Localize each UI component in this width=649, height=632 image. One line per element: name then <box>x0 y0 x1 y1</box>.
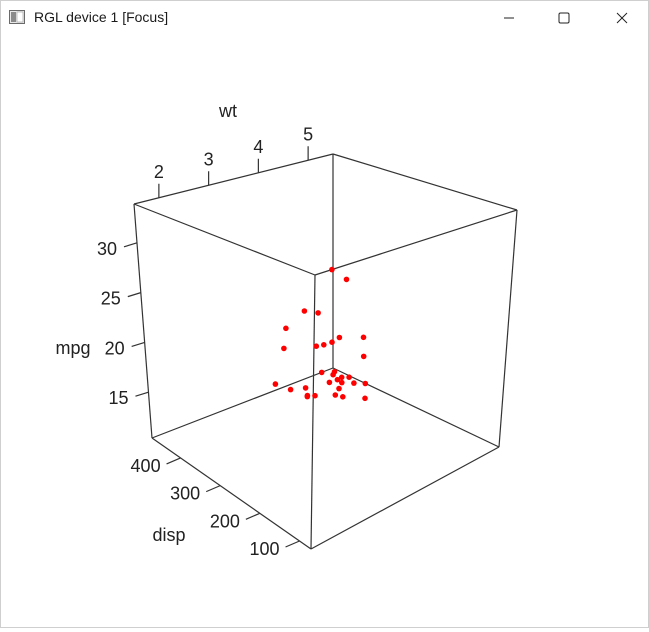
minimize-button[interactable] <box>486 1 532 35</box>
maximize-button[interactable] <box>541 1 587 35</box>
data-point-19 <box>329 266 335 273</box>
data-point-10 <box>362 395 368 402</box>
window-title: RGL device 1 [Focus] <box>34 9 169 25</box>
scatter-3d-plot[interactable]: 2 3 4 5 15 20 25 30 100 200 300 400 wt mpg disp <box>1 35 648 627</box>
box-edge-000-100 <box>310 446 500 550</box>
mpg-axis-title: mpg <box>55 338 90 358</box>
data-point-23 <box>304 393 311 400</box>
data-point-13 <box>332 392 339 398</box>
close-button[interactable] <box>599 1 645 35</box>
mpg-axis-tick-label-30: 30 <box>97 239 117 259</box>
mpg-axis-tick-25 <box>127 292 141 298</box>
mpg-axis-tick-label-25: 25 <box>101 289 121 309</box>
data-point-15 <box>331 368 338 375</box>
box-edge-010-011 <box>133 203 316 276</box>
box-edge-011-111 <box>133 153 334 205</box>
data-point-25 <box>329 339 335 346</box>
data-point-6 <box>287 386 294 393</box>
data-point-14 <box>318 369 325 376</box>
wt-axis-tick-label-2: 2 <box>154 162 164 182</box>
disp-axis-tick-label-400: 400 <box>131 456 161 476</box>
disp-axis-tick-label-100: 100 <box>249 539 279 559</box>
box-edge-001-011 <box>133 203 153 439</box>
data-point-3 <box>313 343 320 350</box>
wt-axis-tick-label-4: 4 <box>253 137 263 157</box>
wt-axis-tick-label-3: 3 <box>204 149 214 169</box>
disp-axis-tick-200 <box>245 512 261 520</box>
data-point-17 <box>343 276 350 283</box>
minimize-icon <box>504 17 514 19</box>
data-point-29 <box>340 394 346 400</box>
box-edge-100-101 <box>332 367 500 448</box>
data-point-27 <box>301 308 308 314</box>
disp-axis-tick-300 <box>205 485 221 493</box>
data-point-11 <box>346 374 352 381</box>
data-point-16 <box>336 334 343 341</box>
data-point-8 <box>360 353 367 360</box>
box-edge-001-101 <box>151 367 334 439</box>
wt-axis-title: wt <box>218 101 237 121</box>
disp-axis-tick-label-200: 200 <box>210 511 240 531</box>
data-point-18 <box>315 310 321 316</box>
disp-axis-tick-400 <box>166 457 181 465</box>
rgl-window-icon <box>9 10 25 24</box>
data-point-20 <box>336 385 342 392</box>
disp-axis-tick-100 <box>285 540 300 548</box>
data-point-0 <box>326 379 333 386</box>
box-edge-100-110 <box>498 209 518 448</box>
mpg-axis-tick-label-20: 20 <box>105 338 125 358</box>
mpg-axis-tick-30 <box>123 242 138 248</box>
close-icon <box>616 12 628 24</box>
box-edge-000-001 <box>151 437 312 550</box>
mpg-axis-tick-15 <box>135 391 149 397</box>
data-point-5 <box>339 379 345 386</box>
data-point-31 <box>351 380 357 386</box>
data-point-26 <box>321 342 327 348</box>
data-point-30 <box>312 392 318 399</box>
mpg-axis-tick-20 <box>131 341 145 347</box>
maximize-icon <box>558 12 570 24</box>
wt-axis-tick-label-5: 5 <box>303 124 313 144</box>
title-bar[interactable]: RGL device 1 [Focus] <box>1 1 648 35</box>
mpg-axis-tick-label-15: 15 <box>108 388 128 408</box>
box-edge-110-111 <box>332 153 518 211</box>
data-point-21 <box>302 385 309 391</box>
data-point-28 <box>272 381 279 387</box>
disp-axis-tick-label-300: 300 <box>170 484 200 504</box>
disp-axis-title: disp <box>152 525 185 545</box>
data-point-2 <box>334 376 341 383</box>
data-point-7 <box>360 334 367 341</box>
box-edge-000-010 <box>310 274 316 550</box>
data-point-4 <box>281 345 287 352</box>
data-point-9 <box>362 380 369 387</box>
box-edge-010-110 <box>314 209 518 276</box>
data-point-1 <box>338 374 345 381</box>
data-point-24 <box>283 325 289 332</box>
plot-area[interactable]: 2 3 4 5 15 20 25 30 100 200 300 400 wt mpg disp <box>1 35 648 627</box>
